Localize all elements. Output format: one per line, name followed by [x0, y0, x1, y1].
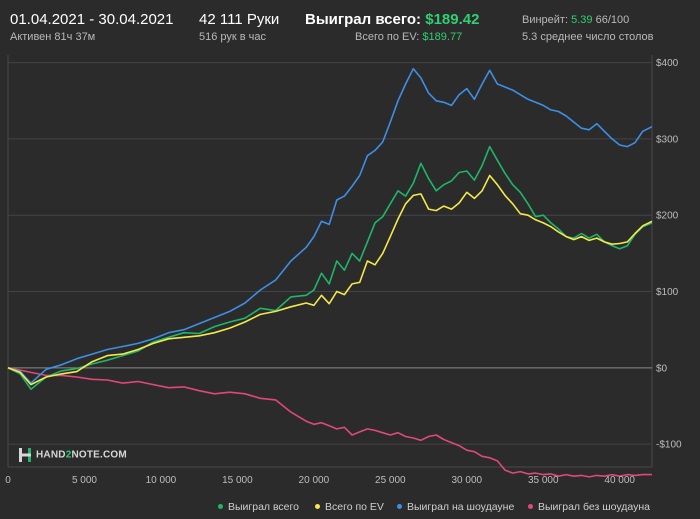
ev-total: Всего по EV: $189.77	[355, 31, 462, 43]
won-label: Выиграл всего:	[305, 11, 422, 28]
winrate: Винрейт: 5.39 66/100	[522, 14, 629, 26]
chart-series	[7, 67, 653, 478]
legend-label-showdown: Выиграл на шоудауне	[407, 501, 515, 513]
hand2note-logo-icon	[19, 448, 31, 462]
y-tick-label: $0	[656, 363, 668, 374]
y-axis-ticks: $400 $300 $200 $100 $0 -$100	[656, 58, 682, 450]
series-line-ev	[7, 174, 653, 386]
legend-dot-non-showdown	[528, 503, 533, 509]
y-tick-label: $300	[656, 134, 679, 145]
winrate-value: 5.39	[571, 14, 593, 26]
hands-count: 42 111 Руки	[199, 11, 280, 28]
active-time: Активен 81ч 37м	[10, 31, 96, 43]
logo-text-c: NOTE.COM	[71, 449, 127, 461]
average-tables: 5.3 среднее число столов	[522, 31, 654, 43]
winrate-rest: 66/100	[595, 14, 630, 26]
profit-line-chart: $400 $300 $200 $100 $0 -$100 0 5 000 10 000 15 0…	[5, 55, 682, 486]
winrate-label: Винрейт:	[522, 14, 569, 26]
legend-label-ev: Всего по EV	[325, 501, 384, 513]
ev-value: $189.77	[422, 31, 463, 43]
x-tick-label: 30 000	[451, 475, 482, 486]
won-value: $189.42	[425, 11, 480, 28]
legend-item-ev[interactable]: Всего по EV	[315, 501, 384, 513]
series-line-non-showdown	[7, 367, 652, 478]
chart-grid	[7, 55, 653, 468]
x-tick-label: 20 000	[299, 475, 330, 486]
ev-label: Всего по EV:	[355, 31, 420, 43]
x-tick-label: 0	[5, 475, 11, 486]
y-tick-label: -$100	[656, 440, 682, 451]
legend-item-showdown[interactable]: Выиграл на шоудауне	[397, 501, 514, 513]
x-tick-label: 15 000	[222, 475, 253, 486]
won-total: Выиграл всего: $189.42	[305, 11, 479, 28]
x-tick-label: 25 000	[375, 475, 406, 486]
chart-legend: Выиграл всего Всего по EV Выиграл на шоу…	[0, 497, 700, 517]
legend-dot-showdown	[397, 503, 402, 509]
series-line-won	[7, 145, 653, 390]
x-axis-ticks: 0 5 000 10 000 15 000 20 000 25 000 30 000 35 0…	[5, 475, 635, 486]
hands-per-hour: 516 рук в час	[199, 31, 267, 43]
x-tick-label: 35 000	[528, 475, 559, 486]
logo-text-b: 2	[65, 449, 72, 461]
y-tick-label: $100	[656, 287, 679, 298]
legend-item-won[interactable]: Выиграл всего	[218, 501, 299, 513]
legend-item-non-showdown[interactable]: Выиграл без шоудауна	[528, 501, 650, 513]
legend-dot-won	[218, 503, 223, 509]
x-tick-label: 10 000	[146, 475, 177, 486]
series-line-showdown	[7, 67, 653, 384]
legend-label-won: Выиграл всего	[228, 501, 299, 513]
legend-label-non-showdown: Выиграл без шоудауна	[538, 501, 650, 513]
x-tick-label: 5 000	[72, 475, 97, 486]
chart-header: 01.04.2021 - 30.04.2021 Активен 81ч 37м …	[0, 0, 700, 50]
legend-dot-ev	[315, 503, 320, 509]
y-tick-label: $400	[656, 58, 679, 69]
hand2note-logo: HAND2NOTE.COM	[18, 446, 127, 464]
x-tick-label: 40 000	[604, 475, 635, 486]
y-tick-label: $200	[656, 211, 679, 222]
date-range: 01.04.2021 - 30.04.2021	[10, 11, 174, 28]
logo-text-a: HAND	[36, 449, 66, 461]
